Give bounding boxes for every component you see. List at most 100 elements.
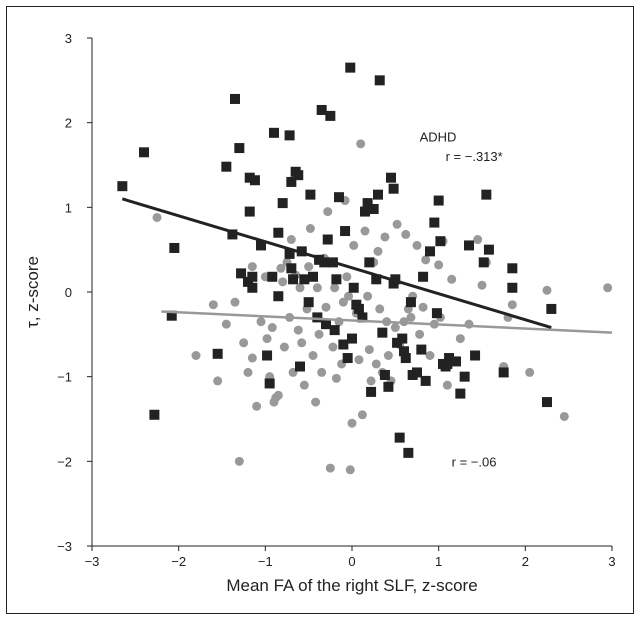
control-data-point [380,232,390,242]
adhd-data-point [399,346,409,357]
control-data-point [278,277,288,287]
adhd-data-point [244,172,255,183]
control-data-point [256,317,266,327]
y-ticks: 3 2 1 0 −1 −2 −3 [57,31,92,554]
adhd-data-point [400,353,411,364]
control-data-point [243,367,253,377]
adhd-data-point [230,93,240,104]
control-data-point [344,291,354,301]
control-data-point [191,351,201,360]
control-points [152,139,613,475]
adhd-data-point [312,312,323,323]
adhd-data-point [507,263,518,274]
x-axis-label: Mean FA of the right SLF, z-score [226,576,477,595]
adhd-data-point [340,226,351,237]
adhd-data-point [546,303,557,314]
y-tick-label: 3 [65,31,72,46]
control-correlation-label: r = −.06 [452,454,497,469]
adhd-data-point [314,254,325,265]
control-data-point [230,297,240,307]
control-data-point [373,246,383,256]
control-data-point [415,329,425,339]
adhd-data-point [470,350,481,361]
adhd-data-point [221,161,232,172]
adhd-data-point [299,274,310,285]
adhd-data-point [331,274,342,285]
x-tick-label: 0 [348,554,355,569]
control-data-point [338,297,348,307]
adhd-data-point [374,75,385,86]
control-data-point [473,235,483,245]
y-tick-label: −1 [57,370,72,385]
adhd-data-point [244,206,255,217]
control-data-point [325,463,335,473]
adhd-data-point [394,432,405,443]
control-data-point [286,235,296,245]
y-tick-label: −3 [57,539,72,554]
adhd-data-point [236,268,247,279]
adhd-data-point [379,369,390,380]
control-data-point [354,355,364,365]
adhd-data-point [243,276,253,287]
control-data-point [308,351,318,360]
adhd-trend-line [121,197,552,329]
adhd-data-point [342,353,353,364]
adhd-data-point [212,348,223,359]
control-data-point [383,351,393,360]
x-tick-label: −3 [85,554,100,569]
adhd-data-point [498,367,509,378]
adhd-data-point [442,358,453,369]
adhd-data-point [139,147,149,158]
control-data-point [347,418,357,428]
adhd-data-point [247,271,258,282]
control-data-point [276,263,286,273]
adhd-data-point [303,297,314,308]
control-data-point [262,334,272,344]
y-tick-label: 2 [65,116,72,131]
adhd-data-point [392,337,403,348]
control-data-point [314,329,324,339]
control-data-point [279,342,289,352]
adhd-data-point [227,229,238,240]
control-data-point [442,380,452,390]
control-data-point [507,300,517,310]
adhd-data-point [433,195,444,206]
control-data-point [321,302,331,312]
control-data-point [305,224,315,233]
adhd-data-point [416,344,427,355]
control-data-point [273,390,283,400]
control-data-point [267,323,277,333]
adhd-data-point [286,263,297,274]
x-ticks: −3 −2 −1 0 1 2 3 [85,546,616,569]
control-data-point [304,262,314,272]
control-data-point [311,397,321,407]
adhd-data-point [412,367,422,378]
adhd-data-point [288,274,299,285]
control-data-point [342,272,352,282]
adhd-data-point [455,388,466,399]
adhd-data-point [418,271,429,282]
adhd-data-point [383,381,394,392]
adhd-data-point [277,198,288,209]
control-data-point [392,219,402,229]
adhd-data-point [397,333,408,344]
y-tick-label: −2 [57,454,72,469]
adhd-data-point [329,325,340,336]
adhd-data-point [444,353,455,364]
adhd-group-label: ADHD [420,129,457,144]
adhd-data-point [267,271,278,282]
adhd-data-point [360,206,370,217]
adhd-data-point [459,371,470,382]
adhd-data-point [478,257,489,268]
adhd-data-point [249,175,260,186]
control-data-point [349,240,359,250]
control-data-point [295,283,305,293]
control-data-point [464,319,474,329]
adhd-data-point [321,319,331,330]
adhd-data-point [451,356,461,367]
control-data-point [603,283,613,293]
adhd-data-point [420,375,431,386]
adhd-data-point [371,274,382,285]
adhd-data-point [362,198,373,209]
